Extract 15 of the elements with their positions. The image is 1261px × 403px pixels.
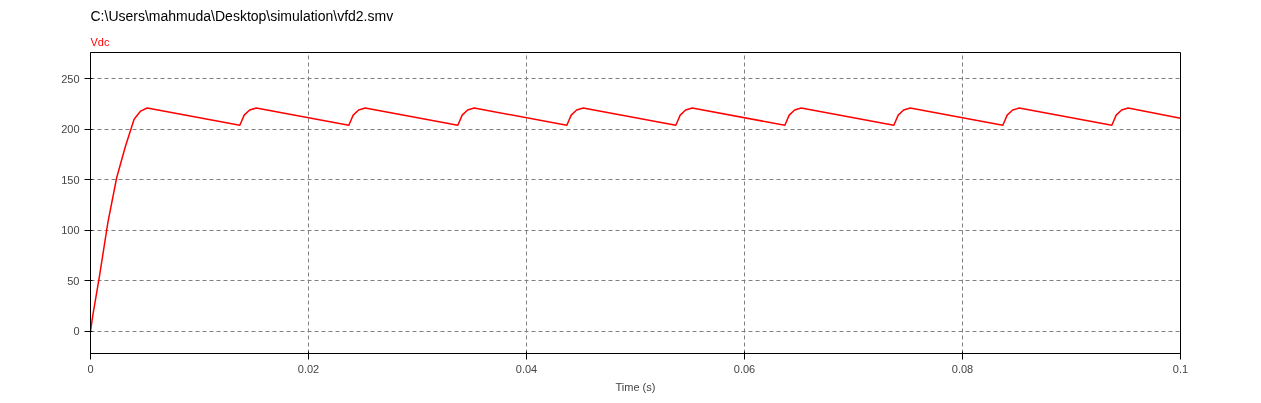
x-tick-label: 0.06 <box>733 362 756 375</box>
chart-title: C:\Users\mahmuda\Desktop\simulation\vfd2.smv <box>90 7 394 24</box>
x-tick-label: 0.1 <box>1172 362 1189 375</box>
x-tick-label: 0 <box>87 362 94 375</box>
x-tick-label: 0.08 <box>951 362 974 375</box>
y-tick-label: 100 <box>61 224 80 237</box>
x-tick-label: 0.02 <box>297 362 320 375</box>
text: Vdc <box>90 35 110 48</box>
y-tick-label: 200 <box>61 123 80 136</box>
y-tick-label: 50 <box>67 274 80 287</box>
y-tick-label: 0 <box>73 325 80 338</box>
y-tick-label: 250 <box>61 72 80 85</box>
x-tick-label: 0.04 <box>515 362 538 375</box>
y-tick-label: 150 <box>61 173 80 186</box>
x-axis-title: Time (s) <box>615 380 656 393</box>
